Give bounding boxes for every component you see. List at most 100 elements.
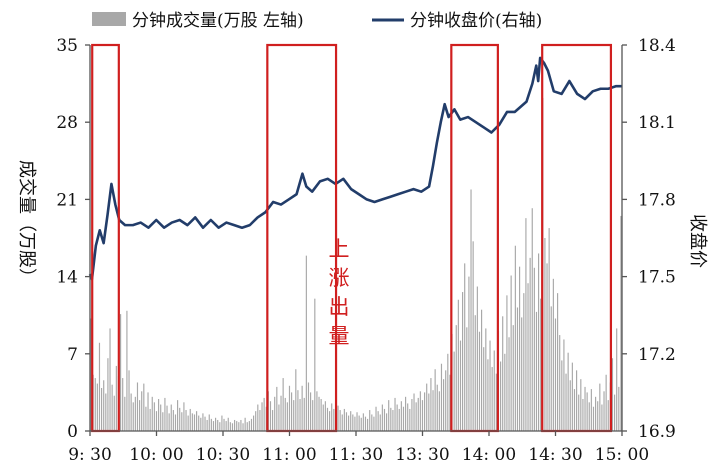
volume-bar xyxy=(424,392,426,431)
volume-bar xyxy=(181,412,183,431)
volume-bar xyxy=(440,363,443,431)
volume-bar xyxy=(172,410,174,431)
volume-bar xyxy=(240,419,242,431)
left-axis-tick-label: 28 xyxy=(56,113,78,133)
volume-bar xyxy=(94,378,96,431)
volume-bar xyxy=(390,407,392,431)
volume-bar xyxy=(607,400,609,431)
volume-bar xyxy=(533,267,535,431)
volume-bar xyxy=(447,353,449,431)
volume-bar xyxy=(324,401,326,431)
volume-bar xyxy=(603,391,605,431)
volume-bar xyxy=(307,382,310,431)
volume-bar xyxy=(134,396,136,431)
axes-group: 0 7 14 21 28 35 16.9 17.2 17.5 17.8 18.1 18.4 9: 30 1… xyxy=(56,36,676,465)
volume-bar xyxy=(538,253,540,431)
volume-bar xyxy=(584,386,586,431)
volume-bar xyxy=(411,399,413,431)
volume-bar xyxy=(219,422,221,431)
volume-bar xyxy=(259,410,261,431)
x-axis-tick-label: 10: 30 xyxy=(196,445,250,465)
volume-bar xyxy=(109,328,111,431)
volume-bar xyxy=(369,410,371,431)
volume-bar xyxy=(248,421,250,431)
volume-bar xyxy=(491,367,493,431)
volume-bar xyxy=(329,411,331,431)
volume-bar xyxy=(483,347,485,431)
volume-bar xyxy=(457,299,459,431)
left-axis-tick-label: 7 xyxy=(67,345,78,365)
volume-bar xyxy=(443,379,445,431)
volume-bar xyxy=(592,406,595,431)
volume-bar xyxy=(229,422,231,431)
volume-bar xyxy=(413,393,415,431)
volume-bar xyxy=(174,414,177,431)
volume-bar xyxy=(202,413,204,431)
volume-bar xyxy=(373,416,375,431)
x-axis-tick-label: 14: 00 xyxy=(462,445,516,465)
volume-bar xyxy=(155,411,158,431)
volume-bar xyxy=(571,362,573,431)
volume-bar xyxy=(559,335,561,431)
volume-bar xyxy=(362,413,364,431)
volume-bar xyxy=(573,389,576,431)
volume-bar xyxy=(206,419,208,431)
volume-bar xyxy=(462,292,464,431)
volume-bar xyxy=(208,414,210,431)
volume-bar xyxy=(493,350,495,431)
volume-bar xyxy=(620,215,622,431)
volume-bar xyxy=(468,276,470,431)
volume-bar xyxy=(360,417,362,431)
volume-bar xyxy=(599,383,601,431)
volume-bar xyxy=(578,394,580,431)
volume-bar xyxy=(339,410,341,431)
volume-bar xyxy=(540,298,542,431)
volume-bar xyxy=(367,418,369,431)
volume-bar xyxy=(120,314,122,431)
volume-bar xyxy=(316,391,318,431)
volume-bar xyxy=(386,413,388,431)
volume-bar xyxy=(388,400,390,431)
volume-bar xyxy=(470,189,472,431)
legend-volume-label: 分钟成交量(万股 左轴) xyxy=(132,11,304,31)
volume-bar xyxy=(177,400,179,431)
volume-bar xyxy=(286,402,288,431)
volume-bar xyxy=(193,414,196,431)
volume-bar xyxy=(531,208,533,431)
volume-bar xyxy=(98,342,101,431)
volume-bar xyxy=(402,406,405,431)
volume-bar xyxy=(383,408,386,431)
volume-bar xyxy=(246,422,248,431)
volume-bar xyxy=(322,404,324,431)
volume-bar xyxy=(162,412,164,431)
volume-bar xyxy=(588,402,590,431)
volume-bar xyxy=(318,396,320,431)
volume-bar xyxy=(263,397,265,431)
volume-bar xyxy=(453,351,455,431)
volume-bar xyxy=(438,391,440,431)
volume-bar xyxy=(269,401,272,431)
volume-bar xyxy=(284,397,286,431)
volume-bar xyxy=(143,383,145,431)
volume-bar xyxy=(611,358,614,431)
volume-bar xyxy=(455,325,457,431)
volume-bar xyxy=(508,337,510,431)
volume-bar xyxy=(253,415,255,431)
volume-bar xyxy=(525,218,527,431)
volume-bar xyxy=(350,411,352,431)
volume-bar xyxy=(466,327,468,431)
volume-bar xyxy=(255,411,257,431)
right-axis-tick-label: 17.5 xyxy=(638,268,676,288)
volume-bar xyxy=(147,392,149,431)
volume-bar xyxy=(464,263,466,431)
volume-bar xyxy=(236,421,238,431)
volume-bar xyxy=(527,283,529,431)
volume-bar xyxy=(394,397,396,431)
volume-bar xyxy=(396,404,398,431)
volume-bar xyxy=(529,257,531,431)
volume-bar xyxy=(430,378,432,431)
volume-bar xyxy=(278,404,280,431)
volume-bar xyxy=(576,370,578,431)
volume-bar xyxy=(212,421,215,431)
price-line-group xyxy=(88,56,622,281)
